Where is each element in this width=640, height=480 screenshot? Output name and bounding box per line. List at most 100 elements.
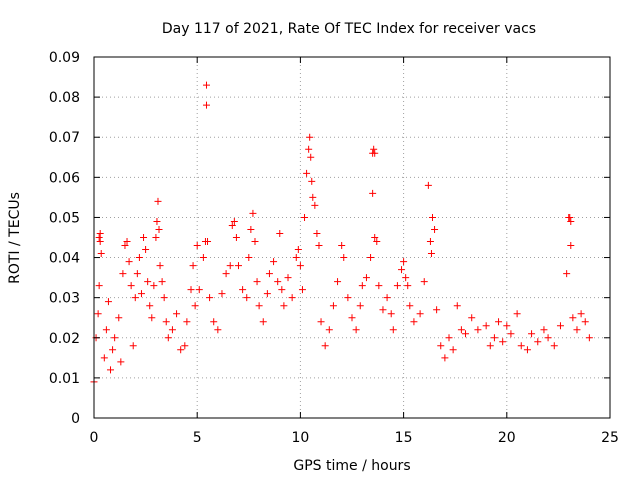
x-tick-label: 0 <box>90 430 99 446</box>
y-tick-label: 0.03 <box>49 291 80 307</box>
data-point <box>102 326 110 334</box>
data-point <box>567 242 575 250</box>
data-point <box>379 306 387 314</box>
data-points <box>90 81 593 386</box>
data-point <box>306 133 314 141</box>
data-point <box>420 278 428 286</box>
data-point <box>164 334 172 342</box>
data-point <box>265 270 273 278</box>
data-point <box>513 310 521 318</box>
data-point <box>199 254 207 262</box>
data-point <box>352 326 360 334</box>
data-point <box>150 282 158 290</box>
data-point <box>573 326 581 334</box>
data-point <box>95 234 103 241</box>
data-point <box>400 258 408 266</box>
data-point <box>426 238 434 246</box>
y-tick-label: 0.01 <box>49 371 80 387</box>
data-point <box>356 302 364 310</box>
data-point <box>313 229 321 237</box>
data-point <box>210 318 218 326</box>
data-point <box>534 338 542 346</box>
data-point <box>152 234 160 241</box>
data-point <box>119 270 127 278</box>
data-point <box>294 246 302 254</box>
data-point <box>144 278 152 286</box>
data-point <box>117 358 125 366</box>
data-point <box>115 314 123 322</box>
data-point <box>329 302 337 310</box>
data-point <box>230 217 238 225</box>
data-point <box>358 282 366 290</box>
data-point <box>94 310 102 318</box>
data-point <box>274 278 282 286</box>
data-point <box>315 242 323 250</box>
data-point <box>482 322 490 330</box>
x-tick-label: 5 <box>193 430 202 446</box>
data-point <box>528 330 536 338</box>
y-axis-label: ROTI / TECUs <box>7 192 23 284</box>
data-point <box>154 197 162 205</box>
data-point <box>398 266 406 274</box>
data-point <box>96 229 104 237</box>
data-point <box>191 302 199 310</box>
data-point <box>181 342 189 350</box>
data-point <box>449 346 457 354</box>
data-point <box>441 354 449 362</box>
data-point <box>307 153 315 161</box>
data-point <box>107 366 115 374</box>
data-point <box>495 318 503 326</box>
data-point <box>309 193 317 201</box>
data-point <box>146 302 154 310</box>
data-point <box>317 318 325 326</box>
data-point <box>245 254 253 262</box>
data-point <box>226 262 234 270</box>
x-tick-label: 25 <box>601 430 619 446</box>
data-point <box>162 318 170 326</box>
data-point <box>234 262 242 270</box>
data-point <box>373 238 381 246</box>
data-point <box>111 334 119 342</box>
data-point <box>251 238 259 246</box>
data-point <box>301 213 309 221</box>
y-tick-label: 0.09 <box>49 50 80 66</box>
data-point <box>253 278 261 286</box>
data-point <box>416 310 424 318</box>
data-point <box>125 258 133 266</box>
data-point <box>490 334 498 342</box>
data-point <box>340 254 348 262</box>
data-point <box>270 258 278 266</box>
data-point <box>109 346 117 354</box>
data-point <box>462 330 470 338</box>
y-tick-label: 0.08 <box>49 90 80 106</box>
data-point <box>577 310 585 318</box>
data-point <box>228 221 236 229</box>
plot-frame <box>93 56 611 419</box>
data-point <box>193 242 201 250</box>
data-point <box>367 254 375 262</box>
data-point <box>288 294 296 302</box>
data-point <box>375 282 383 290</box>
data-point <box>321 342 329 350</box>
data-point <box>402 274 410 282</box>
data-point <box>311 201 319 209</box>
x-tick-label: 20 <box>498 430 516 446</box>
data-point <box>140 234 148 241</box>
y-tick-label: 0.07 <box>49 130 80 146</box>
data-point <box>195 286 203 294</box>
data-point <box>243 294 251 302</box>
y-tick-label: 0.02 <box>49 331 80 347</box>
data-point <box>156 262 164 270</box>
data-point <box>517 342 525 350</box>
data-point <box>204 238 212 246</box>
data-point <box>369 189 377 197</box>
data-point <box>249 209 257 217</box>
data-point <box>247 225 255 233</box>
data-point <box>155 225 163 233</box>
data-point <box>566 213 574 221</box>
data-point <box>255 302 263 310</box>
data-point <box>424 181 432 189</box>
data-point <box>202 101 210 109</box>
data-point <box>189 262 197 270</box>
